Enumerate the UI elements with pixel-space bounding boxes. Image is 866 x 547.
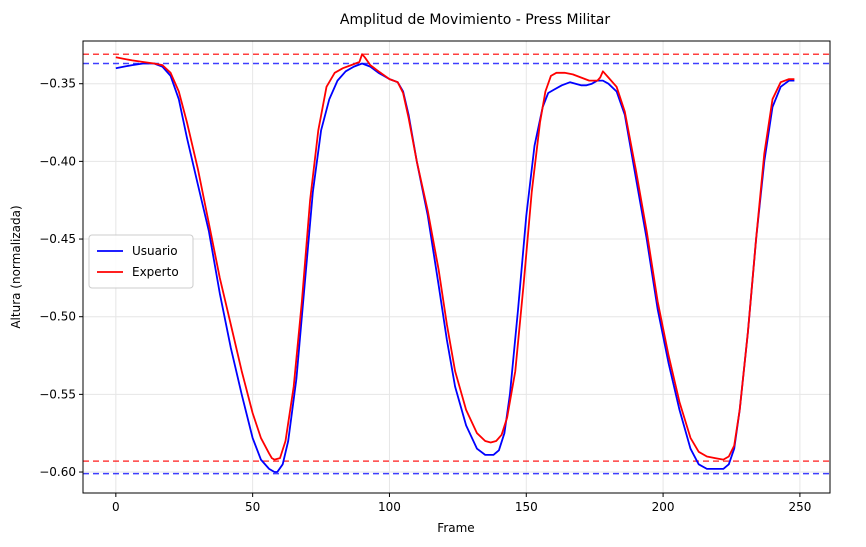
x-tick-label: 0 — [112, 500, 120, 514]
plot-area-frame — [82, 40, 831, 494]
series-line-usuario — [115, 62, 795, 473]
y-axis-label: Altura (normalizada) — [9, 205, 23, 328]
reference-lines — [83, 53, 830, 475]
y-axis-ticks: −0.60 −0.55 −0.50 −0.45 −0.40 −0.35 — [39, 77, 83, 479]
legend-box — [88, 234, 194, 289]
x-axis-label: Frame — [437, 521, 474, 535]
series-line-experto — [115, 53, 795, 461]
x-tick-label: 250 — [788, 500, 811, 514]
x-tick-label: 50 — [245, 500, 260, 514]
x-axis-ticks: 0 50 100 150 200 250 — [112, 493, 811, 514]
y-tick-label: −0.35 — [39, 77, 76, 91]
series-lines — [115, 53, 795, 473]
legend-label: Experto — [132, 265, 179, 279]
y-tick-label: −0.60 — [39, 465, 76, 479]
chart-title: Amplitud de Movimiento - Press Militar — [340, 12, 610, 28]
y-tick-label: −0.50 — [39, 310, 76, 324]
legend: Usuario Experto — [88, 234, 194, 289]
y-tick-label: −0.55 — [39, 387, 76, 401]
x-tick-label: 200 — [652, 500, 675, 514]
y-tick-label: −0.45 — [39, 232, 76, 246]
x-tick-label: 100 — [378, 500, 401, 514]
legend-label: Usuario — [132, 244, 178, 258]
x-tick-label: 150 — [515, 500, 538, 514]
y-tick-label: −0.40 — [39, 154, 76, 168]
gridlines — [83, 41, 830, 493]
